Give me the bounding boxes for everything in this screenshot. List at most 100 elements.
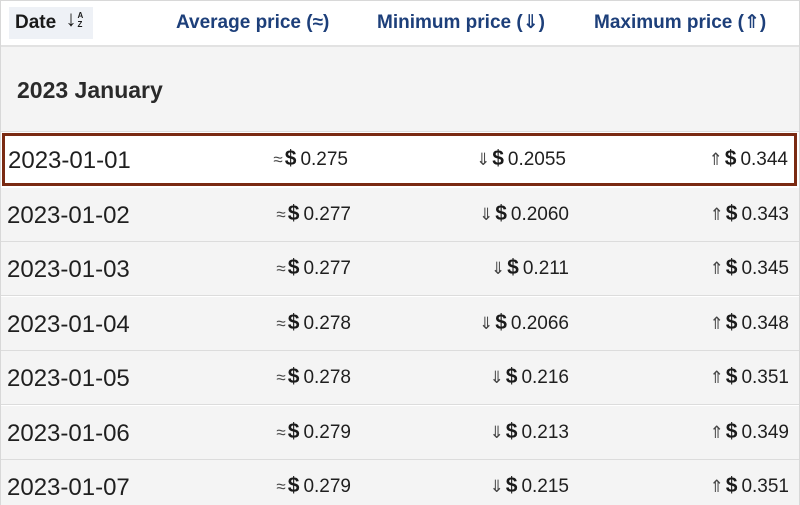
- currency-symbol: $: [505, 474, 518, 497]
- minimum-price-value: 0.215: [521, 476, 569, 497]
- maximum-price-column-header[interactable]: Maximum price (⇑): [594, 12, 767, 33]
- table-row[interactable]: 2023-01-06 ≈$ 0.279 ⇓$ 0.213 ⇑$ 0.349: [1, 406, 799, 460]
- average-price-value: 0.278: [303, 313, 351, 334]
- row-maximum-price: ⇑$ 0.351: [710, 351, 789, 404]
- date-value: 2023-01-06: [7, 420, 130, 447]
- row-minimum-price: ⇓$ 0.215: [490, 460, 569, 505]
- approx-symbol: ≈: [276, 368, 286, 387]
- currency-symbol: $: [725, 365, 738, 388]
- currency-symbol: $: [287, 420, 300, 443]
- maximum-price-value: 0.343: [741, 204, 789, 225]
- currency-symbol: $: [287, 311, 300, 334]
- average-price-value: 0.279: [303, 422, 351, 443]
- minimum-price-value: 0.2055: [507, 149, 566, 170]
- average-price-value: 0.275: [300, 149, 348, 170]
- date-value: 2023-01-05: [7, 365, 130, 392]
- currency-symbol: $: [724, 147, 737, 170]
- approx-symbol: ≈: [276, 205, 286, 224]
- maximum-price-value: 0.348: [741, 313, 789, 334]
- row-minimum-price: ⇓$ 0.2066: [479, 297, 569, 350]
- up-double-arrow-icon: ⇑: [709, 477, 724, 496]
- table-row[interactable]: 2023-01-07 ≈$ 0.279 ⇓$ 0.215 ⇑$ 0.351: [1, 460, 799, 505]
- date-value: 2023-01-07: [7, 474, 130, 501]
- row-minimum-price: ⇓$ 0.2060: [479, 188, 569, 241]
- date-value: 2023-01-01: [8, 147, 131, 174]
- currency-symbol: $: [287, 474, 300, 497]
- maximum-price-value: 0.344: [740, 149, 788, 170]
- row-date: 2023-01-02: [7, 188, 130, 241]
- month-group-label: 2023 January: [17, 77, 163, 103]
- average-price-value: 0.279: [303, 476, 351, 497]
- currency-symbol: $: [725, 256, 738, 279]
- minimum-price-column-header[interactable]: Minimum price (⇓): [377, 12, 545, 33]
- currency-symbol: $: [725, 474, 738, 497]
- currency-symbol: $: [507, 256, 519, 279]
- down-double-arrow-icon: ⇓: [478, 205, 494, 224]
- row-date: 2023-01-01: [8, 136, 131, 183]
- average-price-value: 0.278: [303, 367, 351, 388]
- row-maximum-price: ⇑$ 0.343: [710, 188, 789, 241]
- row-average-price: ≈$ 0.279: [276, 460, 351, 505]
- approx-symbol: ≈: [276, 314, 286, 333]
- row-minimum-price: ⇓$ 0.213: [490, 406, 569, 459]
- row-date: 2023-01-04: [7, 297, 130, 350]
- row-average-price: ≈$ 0.277: [276, 188, 351, 241]
- currency-symbol: $: [287, 202, 300, 225]
- row-maximum-price: ⇑$ 0.348: [710, 297, 789, 350]
- date-value: 2023-01-03: [7, 256, 130, 283]
- row-minimum-price: ⇓$ 0.211: [491, 242, 569, 295]
- approx-symbol: ≈: [276, 423, 286, 442]
- down-double-arrow-icon: ⇓: [489, 423, 504, 442]
- row-maximum-price: ⇑$ 0.345: [710, 242, 789, 295]
- row-average-price: ≈$ 0.278: [276, 351, 351, 404]
- row-average-price: ≈$ 0.277: [276, 242, 351, 295]
- month-group-row: 2023 January: [1, 47, 799, 132]
- sort-z-letter: Z: [77, 19, 83, 29]
- average-price-column-header[interactable]: Average price (≈): [176, 12, 330, 33]
- currency-symbol: $: [495, 311, 507, 334]
- row-minimum-price: ⇓$ 0.2055: [476, 136, 566, 183]
- table-row[interactable]: 2023-01-04 ≈$ 0.278 ⇓$ 0.2066 ⇑$ 0.348: [1, 297, 799, 351]
- currency-symbol: $: [505, 365, 518, 388]
- row-maximum-price: ⇑$ 0.344: [709, 136, 788, 183]
- row-minimum-price: ⇓$ 0.216: [490, 351, 569, 404]
- table-row[interactable]: 2023-01-02 ≈$ 0.277 ⇓$ 0.2060 ⇑$ 0.343: [1, 188, 799, 242]
- up-double-arrow-icon: ⇑: [709, 368, 724, 387]
- currency-symbol: $: [287, 256, 300, 279]
- table-row[interactable]: 2023-01-05 ≈$ 0.278 ⇓$ 0.216 ⇑$ 0.351: [1, 351, 799, 405]
- minimum-price-value: 0.213: [521, 422, 569, 443]
- minimum-price-value: 0.216: [521, 367, 569, 388]
- row-average-price: ≈$ 0.278: [276, 297, 351, 350]
- approx-symbol: ≈: [276, 259, 286, 278]
- row-date: 2023-01-06: [7, 406, 130, 459]
- currency-symbol: $: [284, 147, 297, 170]
- table-row-selected[interactable]: 2023-01-01 ≈$ 0.275 ⇓$ 0.2055 ⇑$ 0.344: [2, 133, 797, 186]
- date-value: 2023-01-04: [7, 311, 130, 338]
- up-double-arrow-icon: ⇑: [709, 314, 724, 333]
- maximum-price-value: 0.345: [741, 258, 789, 279]
- date-header-label: Date: [15, 12, 57, 33]
- approx-symbol: ≈: [273, 150, 283, 169]
- maximum-price-value: 0.349: [741, 422, 789, 443]
- up-double-arrow-icon: ⇑: [709, 205, 724, 224]
- currency-symbol: $: [492, 147, 504, 170]
- row-maximum-price: ⇑$ 0.351: [710, 460, 789, 505]
- currency-symbol: $: [725, 202, 738, 225]
- row-average-price: ≈$ 0.279: [276, 406, 351, 459]
- row-date: 2023-01-05: [7, 351, 130, 404]
- currency-symbol: $: [725, 420, 738, 443]
- row-maximum-price: ⇑$ 0.349: [710, 406, 789, 459]
- row-date: 2023-01-07: [7, 460, 130, 505]
- sort-a-letter: A: [77, 10, 84, 20]
- up-double-arrow-icon: ⇑: [709, 259, 724, 278]
- minimum-price-value: 0.2060: [510, 204, 569, 225]
- table-row[interactable]: 2023-01-03 ≈$ 0.277 ⇓$ 0.211 ⇑$ 0.345: [1, 242, 799, 296]
- maximum-price-value: 0.351: [741, 367, 789, 388]
- currency-symbol: $: [495, 202, 507, 225]
- currency-symbol: $: [725, 311, 738, 334]
- row-date: 2023-01-03: [7, 242, 130, 295]
